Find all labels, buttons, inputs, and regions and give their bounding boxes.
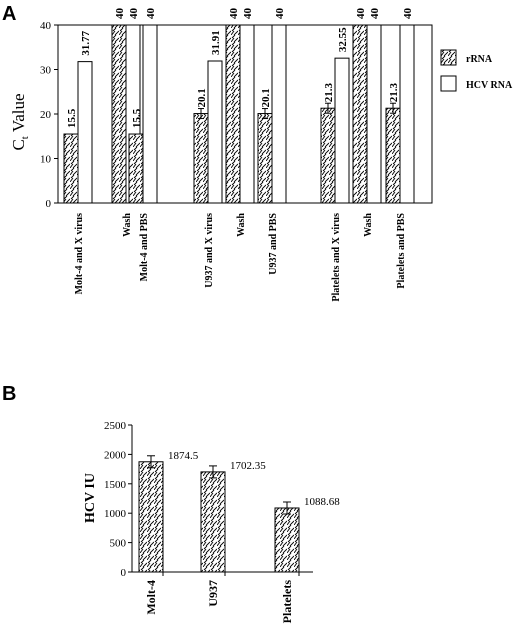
data-label-hcv-rna: 40 xyxy=(402,8,414,20)
bar-hcv-rna xyxy=(334,57,350,204)
category-label: Platelets and PBS xyxy=(396,213,407,289)
data-label-hcv-rna: 32.55 xyxy=(337,27,349,52)
bar-rrna xyxy=(63,133,79,204)
legend-swatch-rrna xyxy=(440,49,457,66)
panel-b-y-axis-label: HCV IU xyxy=(83,473,98,523)
data-label-hcv-iu: 1702.35 xyxy=(230,460,266,472)
bar-rrna xyxy=(320,107,336,204)
panel-a-y-tick-label: 10 xyxy=(40,154,52,166)
data-label-hcv-rna: 40 xyxy=(274,8,286,20)
panel-a-label: A xyxy=(2,3,16,25)
panel-a-y-tick-label: 40 xyxy=(40,20,52,32)
panel-a-y-tick-label: 0 xyxy=(46,198,52,210)
panel-b-y-tick-label: 0 xyxy=(121,567,127,579)
data-label-hcv-rna: 40 xyxy=(369,8,381,20)
data-label-rrna: 21.3 xyxy=(388,82,400,102)
bar-rrna xyxy=(111,24,127,204)
category-label: Wash xyxy=(363,213,374,237)
category-label: Platelets xyxy=(280,580,294,624)
category-label: Molt-4 and PBS xyxy=(139,213,150,282)
data-label-rrna: 21.3 xyxy=(323,82,335,102)
data-label-hcv-rna: 40 xyxy=(145,8,157,20)
panel-b-plot: 0 500 1000 1500 2000 2500 1874.5 Molt-4 1702.35 U… xyxy=(104,420,340,623)
data-label-rrna: 20.1 xyxy=(196,88,208,107)
data-label-hcv-rna: 40 xyxy=(128,8,140,20)
category-label: Wash xyxy=(236,213,247,237)
legend-label-hcv-rna: HCV RNA xyxy=(466,80,513,91)
data-label-hcv-rna: 31.91 xyxy=(210,30,222,55)
data-label-rrna: 15.5 xyxy=(131,108,143,128)
bar-rrna xyxy=(352,24,368,204)
panel-a-y-tick-label: 30 xyxy=(40,65,52,77)
data-label-hcv-iu: 1874.5 xyxy=(168,450,199,462)
svg-text:Ct Value: Ct Value xyxy=(9,93,31,150)
panel-b-y-tick-label: 1500 xyxy=(104,479,127,491)
data-label-rrna: 20.1 xyxy=(260,88,272,107)
bar-hcv-rna xyxy=(366,24,382,204)
panel-b-label: B xyxy=(2,383,16,405)
bar-hcv-iu xyxy=(200,471,226,573)
bar-rrna xyxy=(385,107,401,204)
panel-b-y-tick-label: 500 xyxy=(110,538,127,550)
bar-rrna xyxy=(225,24,241,204)
data-label-hcv-iu: 1088.68 xyxy=(304,496,340,508)
category-label: Platelets and X virus xyxy=(331,213,342,302)
category-label: U937 and X virus xyxy=(204,213,215,288)
bar-hcv-iu xyxy=(274,507,300,573)
bar-rrna xyxy=(257,113,273,204)
bar-hcv-rna xyxy=(77,61,93,204)
bar-hcv-rna xyxy=(239,24,255,204)
svg-text:HCV IU: HCV IU xyxy=(83,473,98,523)
bar-hcv-rna xyxy=(142,24,158,204)
panel-b-y-tick-label: 2000 xyxy=(104,449,127,461)
bar-hcv-iu xyxy=(138,461,164,573)
bar-rrna xyxy=(193,113,209,204)
bar-hcv-rna xyxy=(207,60,223,204)
panel-a-legend: rRNA HCV RNA xyxy=(440,49,513,92)
legend-swatch-hcv-rna xyxy=(440,75,457,92)
data-label-rrna: 40 xyxy=(228,8,240,20)
bar-hcv-rna xyxy=(399,24,415,204)
panel-a-y-axis-label: Ct Value xyxy=(9,93,31,150)
panel-a-y-tick-label: 20 xyxy=(40,109,52,121)
data-label-hcv-rna: 31.77 xyxy=(80,30,92,55)
data-label-rrna: 15.5 xyxy=(66,108,78,128)
category-label: U937 xyxy=(206,580,220,607)
panel-b-y-tick-label: 2500 xyxy=(104,420,127,432)
category-label: Molt-4 xyxy=(144,580,158,615)
data-label-rrna: 40 xyxy=(114,8,126,20)
panel-b-y-tick-label: 1000 xyxy=(104,508,127,520)
category-label: Molt-4 and X virus xyxy=(74,213,85,295)
data-label-rrna: 40 xyxy=(355,8,367,20)
category-label: U937 and PBS xyxy=(268,213,279,275)
data-label-hcv-rna: 40 xyxy=(242,8,254,20)
bar-rrna xyxy=(128,133,144,204)
bar-hcv-rna xyxy=(271,24,287,204)
category-label: Wash xyxy=(122,213,133,237)
legend-label-rrna: rRNA xyxy=(466,54,493,65)
